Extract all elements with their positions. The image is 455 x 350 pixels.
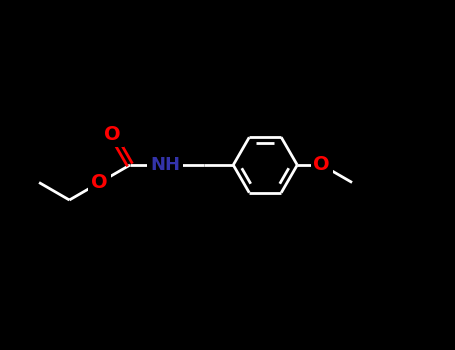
Text: NH: NH (150, 156, 180, 174)
Text: O: O (91, 173, 108, 192)
Text: O: O (313, 155, 330, 175)
Text: O: O (104, 125, 121, 144)
